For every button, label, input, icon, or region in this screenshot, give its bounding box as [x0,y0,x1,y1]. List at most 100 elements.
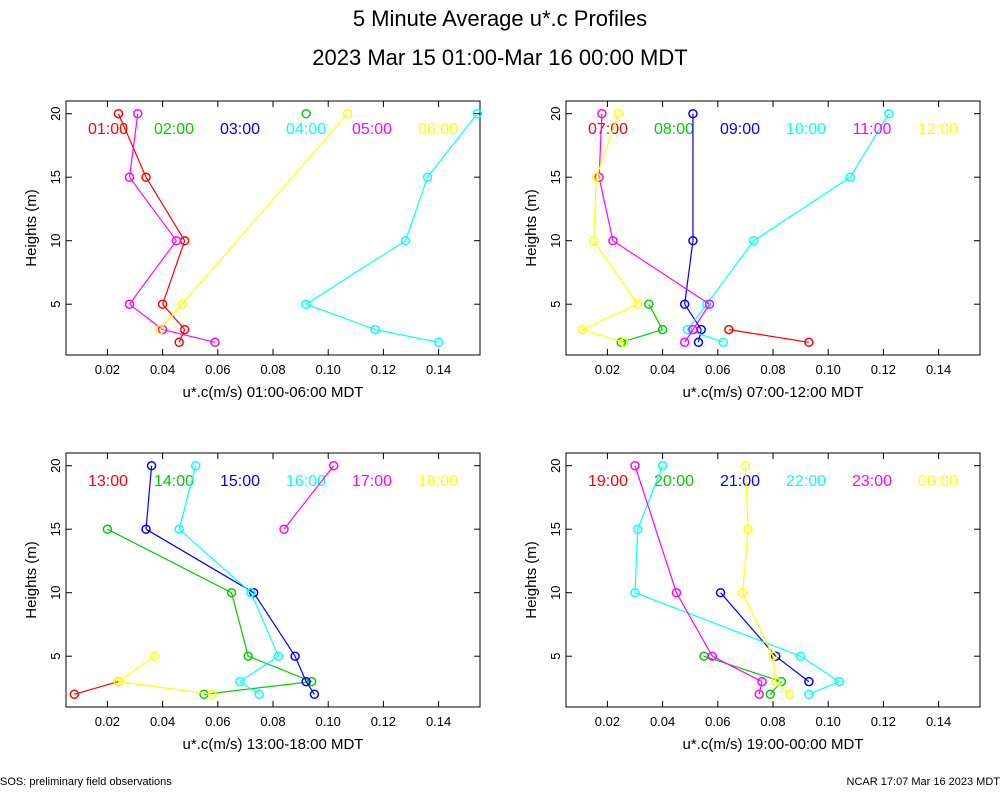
legend-entry: 00:00 [918,473,958,490]
series-line-segment [250,592,280,657]
series-line-segment [178,528,252,594]
legend-entry: 22:00 [786,473,826,490]
series-line-segment [742,529,749,593]
data-point [301,299,311,309]
data-point [113,108,124,119]
x-tick-label: 0.02 [595,714,620,729]
data-point [400,235,411,246]
data-point [679,299,690,309]
data-point [246,587,256,598]
data-point [190,460,201,471]
data-point [597,108,607,119]
data-point [342,108,353,119]
series-line-segment [582,329,625,343]
series-line-segment [305,240,406,305]
data-point [235,676,245,687]
data-point [210,337,220,348]
x-tick-label: 0.10 [816,714,841,729]
plot-frame [565,452,981,708]
series-line-segment [808,681,840,695]
y-tick-label: 15 [48,522,63,536]
series-line-segment [129,303,163,331]
data-point [754,689,764,700]
x-tick-label: 0.08 [760,362,785,377]
series-line-segment [375,329,439,343]
data-point [740,460,751,471]
y-tick-label: 20 [548,458,563,472]
x-tick-label: 0.02 [595,362,620,377]
y-tick-label: 10 [48,233,63,247]
data-point [155,324,165,335]
legend-entry: 17:00 [352,473,392,490]
data-point [243,651,253,661]
series-line-segment [593,240,639,305]
data-point [776,676,787,687]
data-point [174,524,184,534]
y-tick-label: 15 [548,170,563,184]
series-line-segment [253,592,296,657]
legend-entry: 09:00 [720,121,760,138]
x-tick-label: 0.14 [426,362,451,377]
data-point [157,299,168,309]
series-line-segment [128,113,139,178]
series-line-segment [598,177,614,241]
series-line-segment [305,681,315,695]
data-point [765,689,775,700]
y-tick-label: 15 [548,522,563,536]
legend-entry: 05:00 [352,121,392,138]
series-line-segment [712,655,763,683]
data-point [804,337,814,348]
y-tick-label: 20 [548,106,563,120]
series-line-segment [634,465,677,593]
data-point [771,651,781,661]
data-point [290,651,300,661]
series-line-segment [117,113,147,178]
data-point [370,324,380,335]
data-point [179,324,190,335]
data-point [588,235,599,246]
x-tick-label: 0.08 [260,362,285,377]
y-tick-label: 5 [48,653,63,660]
y-tick-label: 15 [48,170,63,184]
series-line-segment [145,528,254,594]
series-line-segment [582,303,639,331]
data-point [693,337,704,348]
legend-entry: 02:00 [154,121,194,138]
x-tick-label: 0.14 [426,714,451,729]
data-point [682,324,693,335]
legend-entry: 14:00 [154,473,194,490]
legend-entry: 11:00 [853,121,892,138]
series-line-segment [427,113,478,178]
y-tick-label: 5 [48,301,63,308]
data-point [273,651,284,661]
profile-panel-3: 0.02 0.04 0.06 0.08 0.10 0.12 0.14 5 10 15 20 u*.c(… [23,452,481,753]
data-point [630,587,640,598]
data-point [804,676,814,687]
data-point [226,587,237,598]
series-line-segment [404,177,429,241]
series-line-segment [648,303,664,330]
series-line-segment [684,329,694,343]
legend-entry: 07:00 [588,121,628,138]
data-point [784,689,795,700]
x-tick-label: 0.06 [205,362,230,377]
data-point [248,587,259,598]
legend-entry: 03:00 [220,121,260,138]
data-point [146,460,157,471]
legend-entry: 15:00 [220,473,260,490]
y-tick-label: 10 [48,585,63,599]
data-point [433,337,444,348]
data-point [279,524,289,534]
data-point [679,337,690,348]
data-point [124,172,135,182]
data-point [704,299,715,309]
data-point [616,337,626,348]
data-point [254,689,264,700]
data-point [657,460,668,471]
series-line-segment [744,465,749,530]
data-point [671,587,682,598]
x-tick-label: 0.04 [150,714,175,729]
data-point [102,524,113,534]
legend-entry: 20:00 [654,473,694,490]
series-line-segment [775,655,810,683]
